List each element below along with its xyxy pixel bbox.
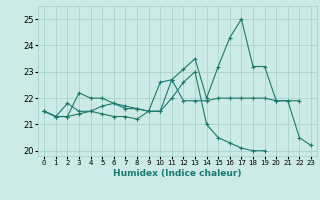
X-axis label: Humidex (Indice chaleur): Humidex (Indice chaleur): [113, 169, 242, 178]
